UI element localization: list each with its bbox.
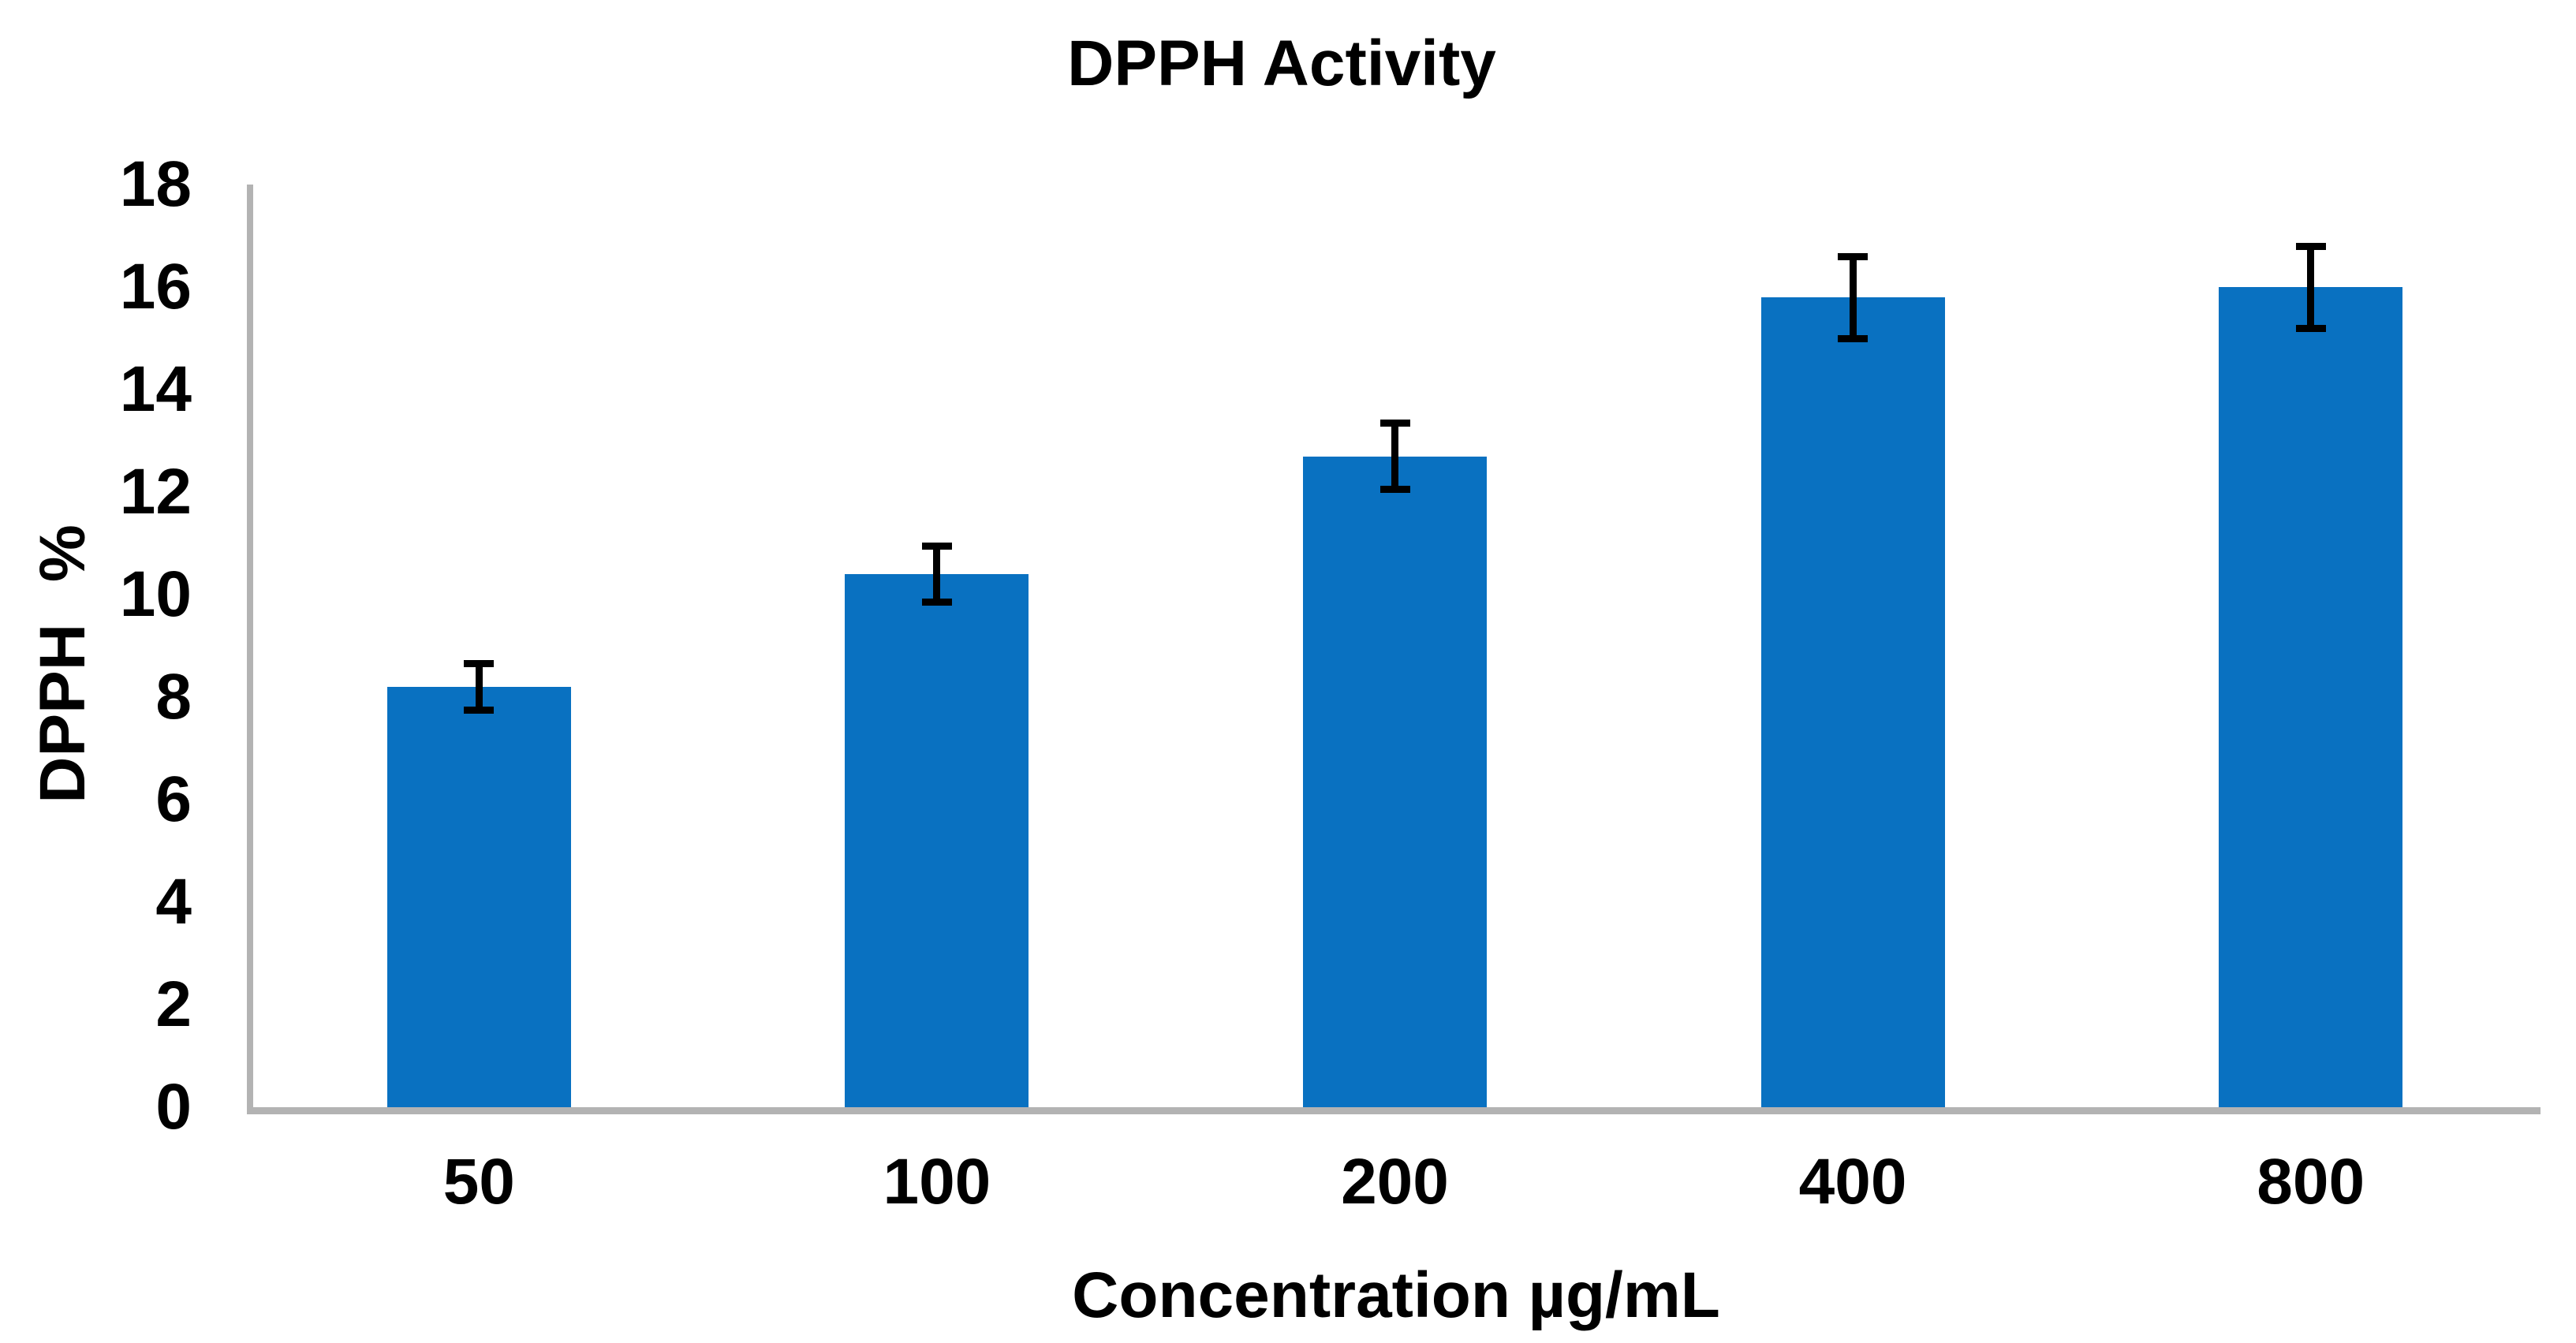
bar-200 [1303, 456, 1487, 1107]
error-bar-line-400 [1849, 256, 1857, 338]
error-bar-top-cap-200 [1379, 419, 1410, 427]
x-tick-label-400: 400 [1798, 1146, 1907, 1218]
error-bar-bottom-cap-100 [921, 599, 952, 606]
y-tick-label-14: 14 [119, 353, 192, 425]
y-tick-label-2: 2 [155, 968, 192, 1040]
error-bar-bottom-cap-400 [1838, 334, 1869, 342]
y-tick-label-10: 10 [119, 558, 192, 630]
error-bar-bottom-cap-50 [464, 706, 495, 714]
y-tick-label-16: 16 [119, 251, 192, 323]
error-bar-bottom-cap-200 [1379, 486, 1410, 494]
x-tick-label-200: 200 [1341, 1146, 1449, 1218]
chart-title: DPPH Activity [1067, 28, 1496, 99]
error-bar-top-cap-800 [2295, 242, 2326, 250]
y-tick-label-12: 12 [119, 456, 192, 528]
x-tick-label-800: 800 [2257, 1146, 2365, 1218]
error-bar-line-800 [2307, 246, 2315, 328]
error-bar-top-cap-100 [921, 542, 952, 550]
x-axis-title: Concentration µg/mL [1072, 1259, 1720, 1331]
x-axis-line [247, 1107, 2541, 1114]
y-axis-line [247, 185, 253, 1114]
x-tick-label-50: 50 [442, 1146, 515, 1218]
error-bar-bottom-cap-800 [2295, 324, 2326, 332]
bar-400 [1760, 297, 1945, 1107]
y-tick-label-6: 6 [155, 763, 192, 835]
bar-50 [386, 687, 571, 1107]
bar-100 [845, 574, 1029, 1107]
y-tick-label-8: 8 [155, 661, 192, 733]
x-tick-label-100: 100 [883, 1146, 991, 1218]
error-bar-top-cap-400 [1838, 252, 1869, 260]
y-tick-label-0: 0 [155, 1071, 192, 1143]
error-bar-line-50 [475, 663, 483, 711]
bar-800 [2219, 287, 2403, 1107]
y-tick-label-4: 4 [155, 866, 192, 938]
error-bar-top-cap-50 [464, 660, 495, 668]
error-bar-line-200 [1391, 423, 1398, 490]
error-bar-line-100 [933, 546, 941, 602]
y-tick-label-18: 18 [119, 148, 192, 220]
